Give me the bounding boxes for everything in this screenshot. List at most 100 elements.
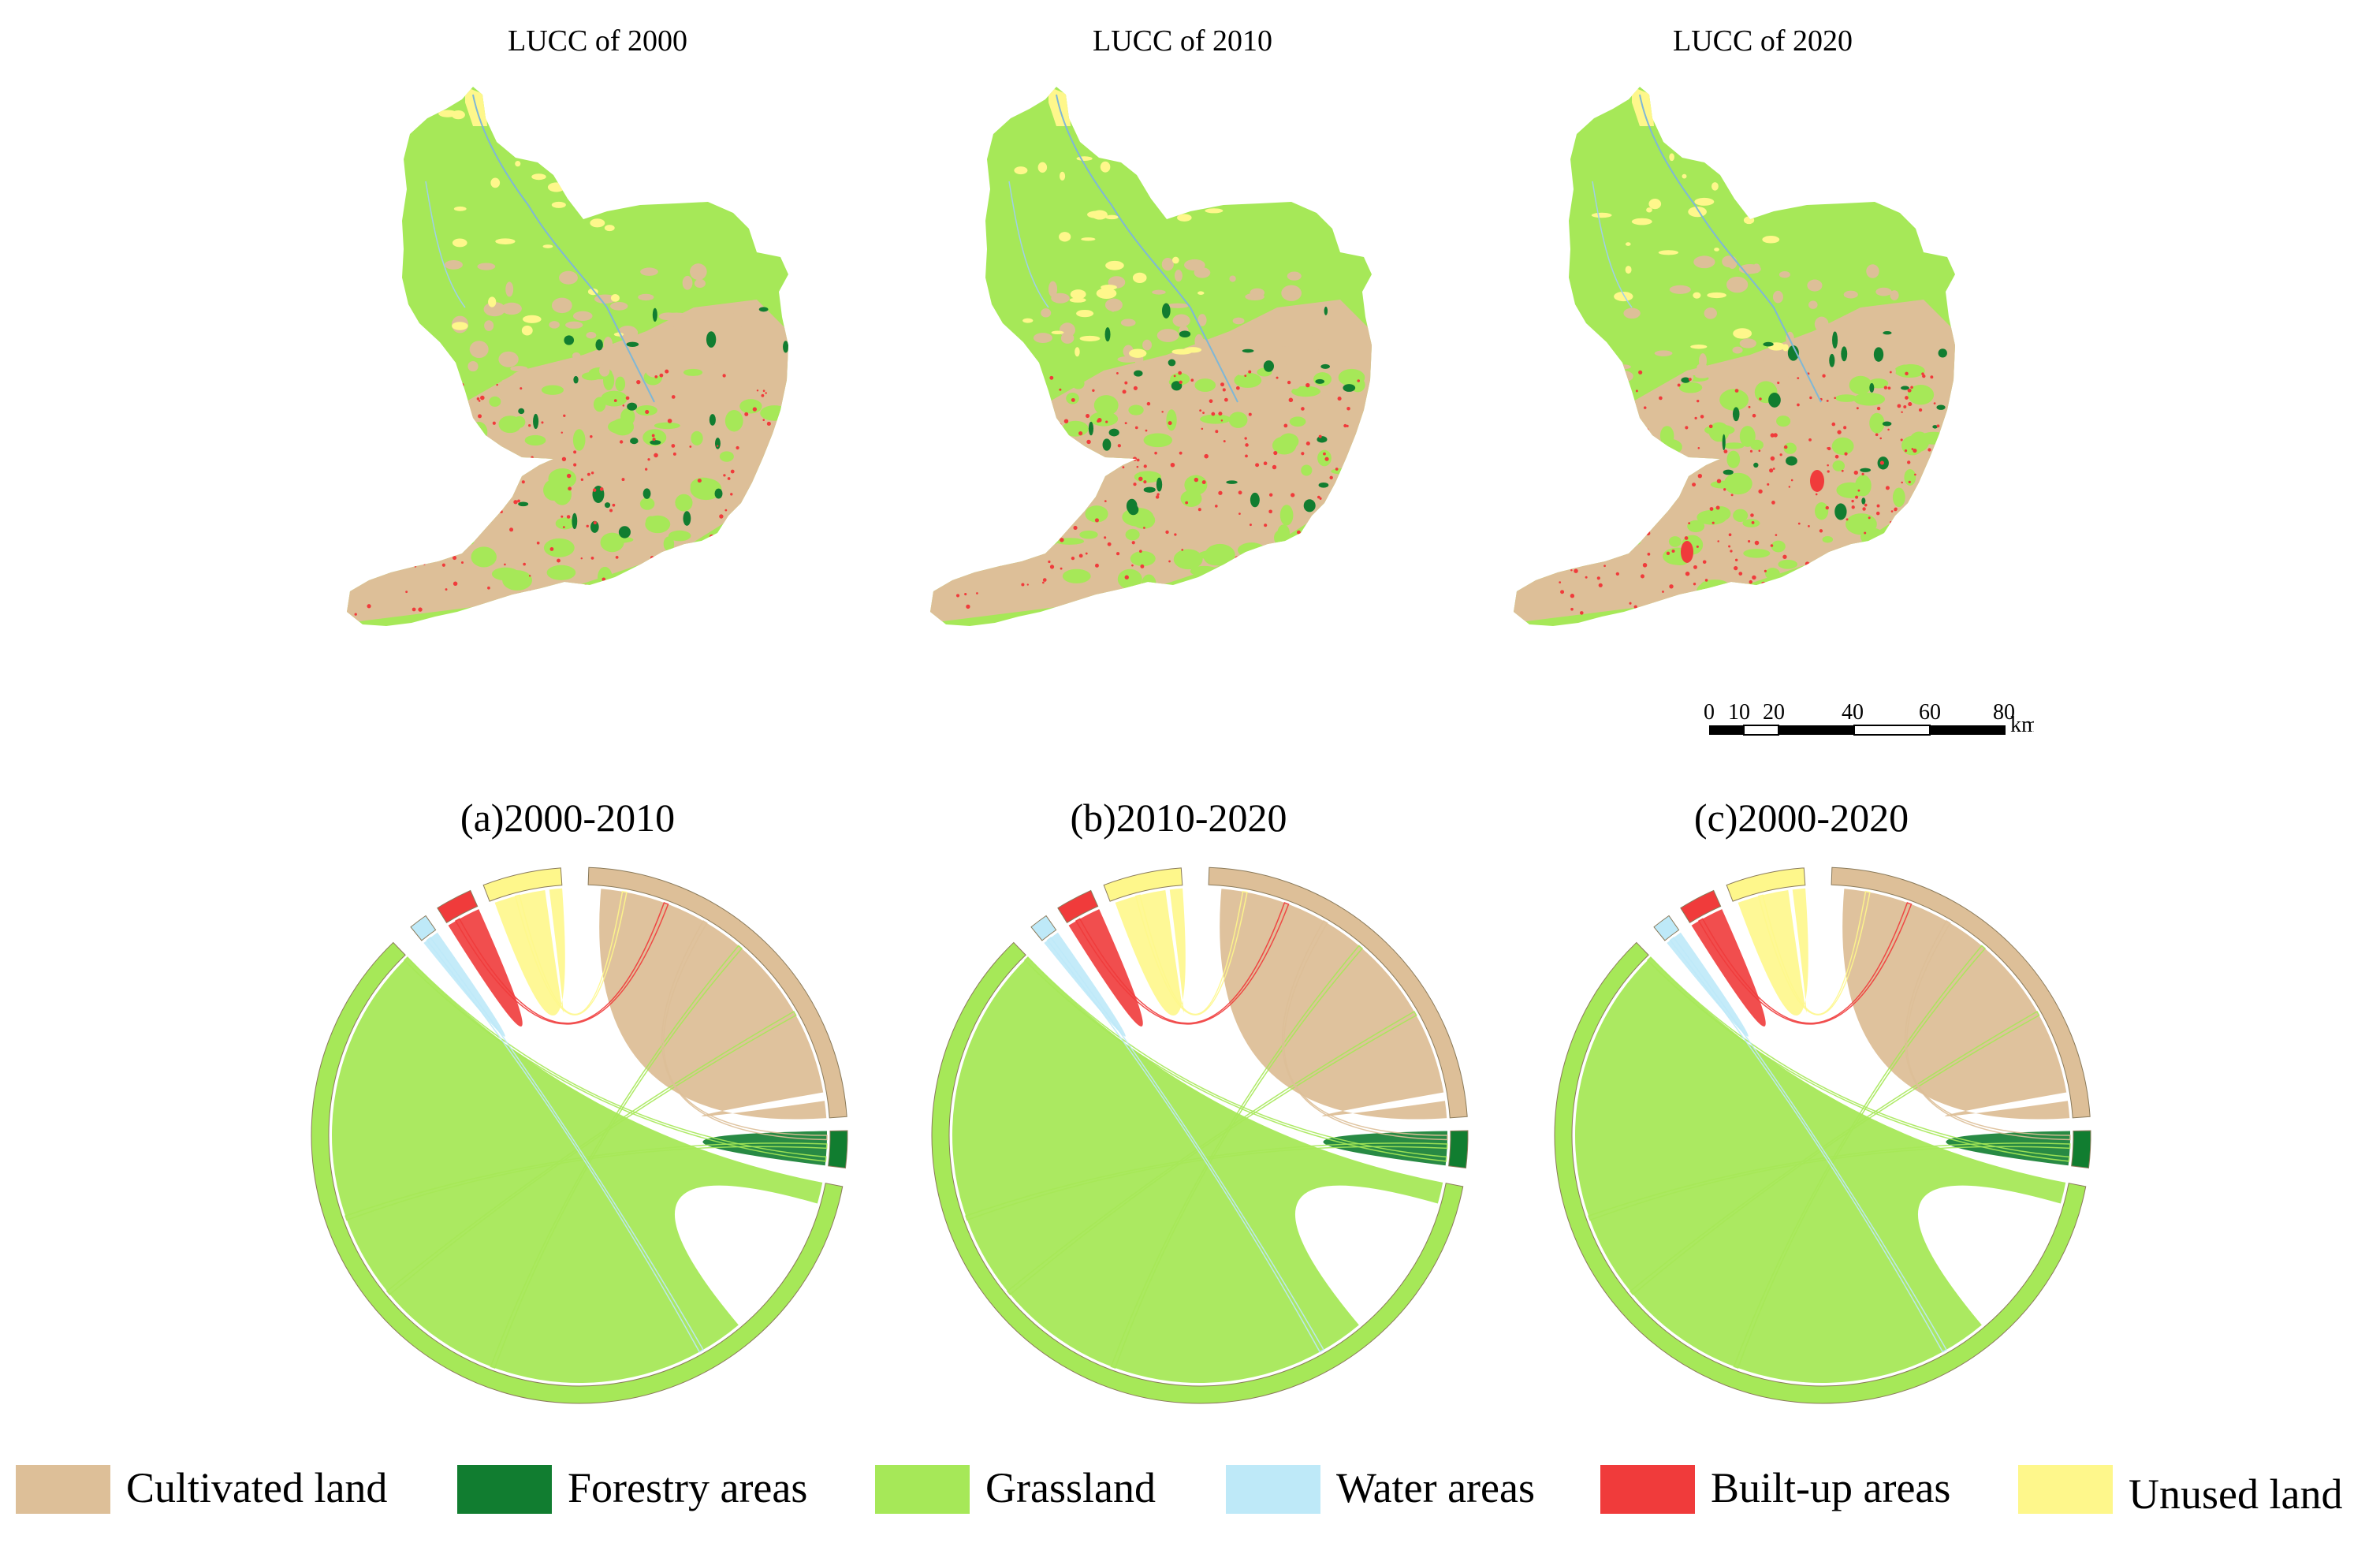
map-builtup-dot (1060, 538, 1064, 542)
chord-link-grassland (1629, 1010, 2040, 1295)
map-builtup-dot (590, 471, 594, 475)
map-cultivated-patch (1614, 371, 1633, 382)
map-builtup-dot (1046, 483, 1052, 487)
map-builtup-dot (561, 515, 564, 518)
map-builtup-dot (1294, 543, 1300, 548)
map-builtup-dot (1006, 468, 1009, 471)
map-forest-patch (1143, 486, 1156, 493)
map-builtup-dot (1241, 608, 1246, 613)
map-builtup-dot (529, 590, 532, 593)
map-builtup-dot (1323, 452, 1326, 456)
scale-tick-20: 20 (1763, 700, 1785, 725)
map-cultivated-patch (1772, 290, 1783, 304)
map-cultivated-patch (1059, 322, 1075, 337)
map-grass-patch (598, 566, 613, 588)
map-unused-patch (1648, 199, 1662, 210)
map-forest-patch (1324, 306, 1328, 315)
map-builtup-dot (1004, 439, 1008, 443)
map-builtup-dot (740, 544, 745, 550)
map-unused-patch (1762, 236, 1780, 244)
map-builtup-dot (1538, 523, 1542, 527)
map-cultivated-patch (1307, 345, 1319, 358)
map-builtup-dot (1723, 488, 1726, 491)
map-builtup-dot (654, 375, 658, 378)
chord-link-grassland (965, 1142, 1448, 1221)
chord-title-b: (b)2010-2020 (1070, 796, 1287, 840)
map-cultivated-patch (1697, 363, 1708, 372)
chord-arc-forestry (828, 1130, 848, 1168)
map-builtup-dot (1684, 536, 1689, 540)
map-builtup-dot (697, 479, 702, 483)
map-cultivated-patch (1612, 364, 1631, 370)
map-cultivated-patch (1120, 319, 1136, 327)
map-builtup-dot (768, 468, 771, 471)
map-builtup-dot (1244, 375, 1247, 378)
map-cultivated-patch (1695, 373, 1710, 378)
map-builtup-dot (1900, 438, 1903, 442)
map-builtup-dot (1579, 611, 1584, 615)
map-title-2020: LUCC of 2020 (1673, 24, 1853, 58)
map-builtup-dot (453, 556, 457, 561)
map-forest-patch (1869, 382, 1875, 393)
map-grass-patch (724, 409, 743, 432)
map-forest-patch (652, 307, 657, 322)
map-builtup-dot (361, 579, 364, 583)
map-builtup-dot (961, 388, 965, 392)
map-unused-patch (1749, 202, 1769, 213)
map-builtup-dot (1728, 545, 1731, 548)
map-grass-patch (1291, 386, 1320, 397)
map-cultivated-patch (1704, 307, 1717, 319)
map-grass-patch (541, 385, 564, 395)
map-builtup-dot (768, 525, 771, 527)
map-builtup-dot (1310, 602, 1313, 606)
map-forest-patch (1320, 363, 1330, 369)
map-builtup-dot (736, 445, 739, 450)
map-builtup-dot (528, 423, 531, 427)
map-builtup-dot (1354, 509, 1359, 512)
map-builtup-dot (1704, 579, 1708, 582)
map-builtup-dot (1255, 463, 1260, 468)
map-grass-patch (1354, 535, 1365, 554)
map-builtup-town (1681, 541, 1693, 563)
chord-link-grassland (490, 945, 743, 1370)
map-builtup-dot (1318, 434, 1322, 438)
map-builtup-dot (986, 398, 990, 403)
map-builtup-dot (1582, 380, 1585, 382)
map-stream (1592, 181, 1633, 308)
map-unused-patch (629, 139, 646, 150)
map-grass-patch (1743, 549, 1771, 558)
map-builtup-dot (1223, 440, 1226, 443)
map-builtup-dot (1734, 389, 1739, 393)
map-builtup-dot (652, 438, 656, 442)
map-builtup-dot (1907, 460, 1911, 464)
map-forest-patch (1134, 370, 1143, 377)
scale-tick-80: 80 (1993, 700, 2015, 725)
map-builtup-dot (1633, 605, 1637, 609)
map-forest-patch (1108, 428, 1119, 437)
map-builtup-dot (491, 486, 494, 489)
map-builtup-dot (1238, 490, 1242, 495)
map-builtup-dot (1016, 526, 1019, 529)
lucc-map-2000 (347, 87, 788, 626)
map-cultivated-patch (1174, 270, 1183, 282)
map-builtup-dot (418, 607, 423, 612)
map-forest-patch (783, 341, 788, 353)
map-grass-patch (524, 434, 546, 446)
map-builtup-dot (1179, 380, 1183, 384)
map-grass-patch (722, 550, 747, 564)
map-builtup-dot (1808, 438, 1812, 442)
map-builtup-dot (1822, 559, 1825, 562)
map-grass-patch (1072, 378, 1085, 389)
map-builtup-dot (460, 402, 464, 406)
map-builtup-dot (573, 463, 577, 467)
map-unused-patch (1749, 106, 1755, 111)
map-cultivated-patch (1808, 300, 1818, 309)
map-builtup-dot (1352, 473, 1357, 478)
map-forest-patch (604, 502, 611, 509)
map-builtup-dot (722, 374, 726, 378)
map-builtup-dot (1222, 388, 1226, 392)
map-builtup-dot (1693, 582, 1697, 586)
map-grass-patch (1778, 559, 1798, 569)
map-unused-patch (1132, 272, 1147, 283)
map-builtup-dot (1905, 396, 1909, 400)
